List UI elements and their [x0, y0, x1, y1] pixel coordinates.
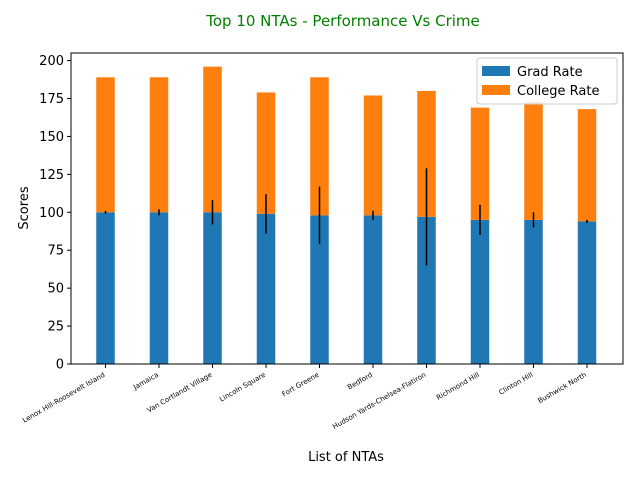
x-tick-label: Jamaica	[131, 371, 160, 392]
bar-college-rate	[524, 101, 543, 220]
bar-college-rate	[470, 107, 490, 220]
legend-swatch	[482, 85, 510, 95]
legend: Grad Rate College Rate	[476, 57, 618, 105]
x-tick-label: Bedford	[346, 371, 374, 392]
errorbars-group	[104, 168, 588, 266]
chart-title: Top 10 NTAs - Performance Vs Crime	[205, 12, 480, 30]
legend-label: Grad Rate	[517, 65, 583, 80]
y-tick-label: 125	[39, 168, 64, 183]
bar-college-rate	[363, 95, 383, 216]
y-tick-label: 25	[47, 320, 64, 335]
bar-college-rate	[149, 77, 169, 213]
bar-college-rate	[417, 90, 436, 217]
x-tick-label: Hudson Yards-Chelsea-Flatiron	[331, 371, 427, 431]
bar-grad-rate	[310, 215, 329, 364]
x-tick-label: Lincoln Square	[218, 371, 267, 404]
bar-grad-rate	[417, 216, 436, 364]
x-axis-label: List of NTAs	[308, 450, 384, 465]
bar-college-rate	[96, 77, 115, 213]
bar-college-rate	[256, 92, 276, 214]
bar-grad-rate	[363, 215, 383, 364]
x-tick-label: Bushwick North	[537, 371, 588, 405]
bar-college-rate	[203, 66, 222, 213]
y-tick-label: 200	[39, 54, 64, 69]
y-axis: 0 25 50 75 100 125 150 175 200	[39, 54, 71, 373]
y-tick-label: 0	[56, 358, 64, 373]
bar-grad-rate	[203, 212, 222, 364]
bar-grad-rate	[524, 219, 543, 364]
bar-grad-rate	[256, 213, 276, 364]
legend-swatch	[482, 66, 510, 76]
legend-label: College Rate	[517, 84, 599, 99]
y-tick-label: 175	[39, 92, 64, 107]
bars-group	[96, 66, 597, 364]
x-tick-label: Richmond Hill	[435, 371, 481, 402]
y-axis-label: Scores	[17, 186, 32, 229]
bar-college-rate	[310, 77, 329, 216]
y-tick-label: 150	[39, 130, 64, 145]
y-tick-label: 75	[47, 244, 64, 259]
legend-box	[476, 57, 618, 105]
bar-grad-rate	[96, 212, 115, 364]
bar-grad-rate	[470, 219, 490, 364]
y-tick-label: 100	[39, 206, 64, 221]
bar-grad-rate	[149, 212, 169, 364]
y-tick-label: 50	[47, 282, 64, 297]
bar-grad-rate	[577, 221, 597, 364]
x-tick-label: Clinton Hill	[498, 371, 535, 397]
bar-college-rate	[577, 109, 597, 222]
plot-frame	[70, 52, 624, 365]
x-tick-label: Lenox Hill-Roosevelt Island	[21, 371, 106, 425]
x-tick-label: Fort Greene	[281, 371, 321, 399]
